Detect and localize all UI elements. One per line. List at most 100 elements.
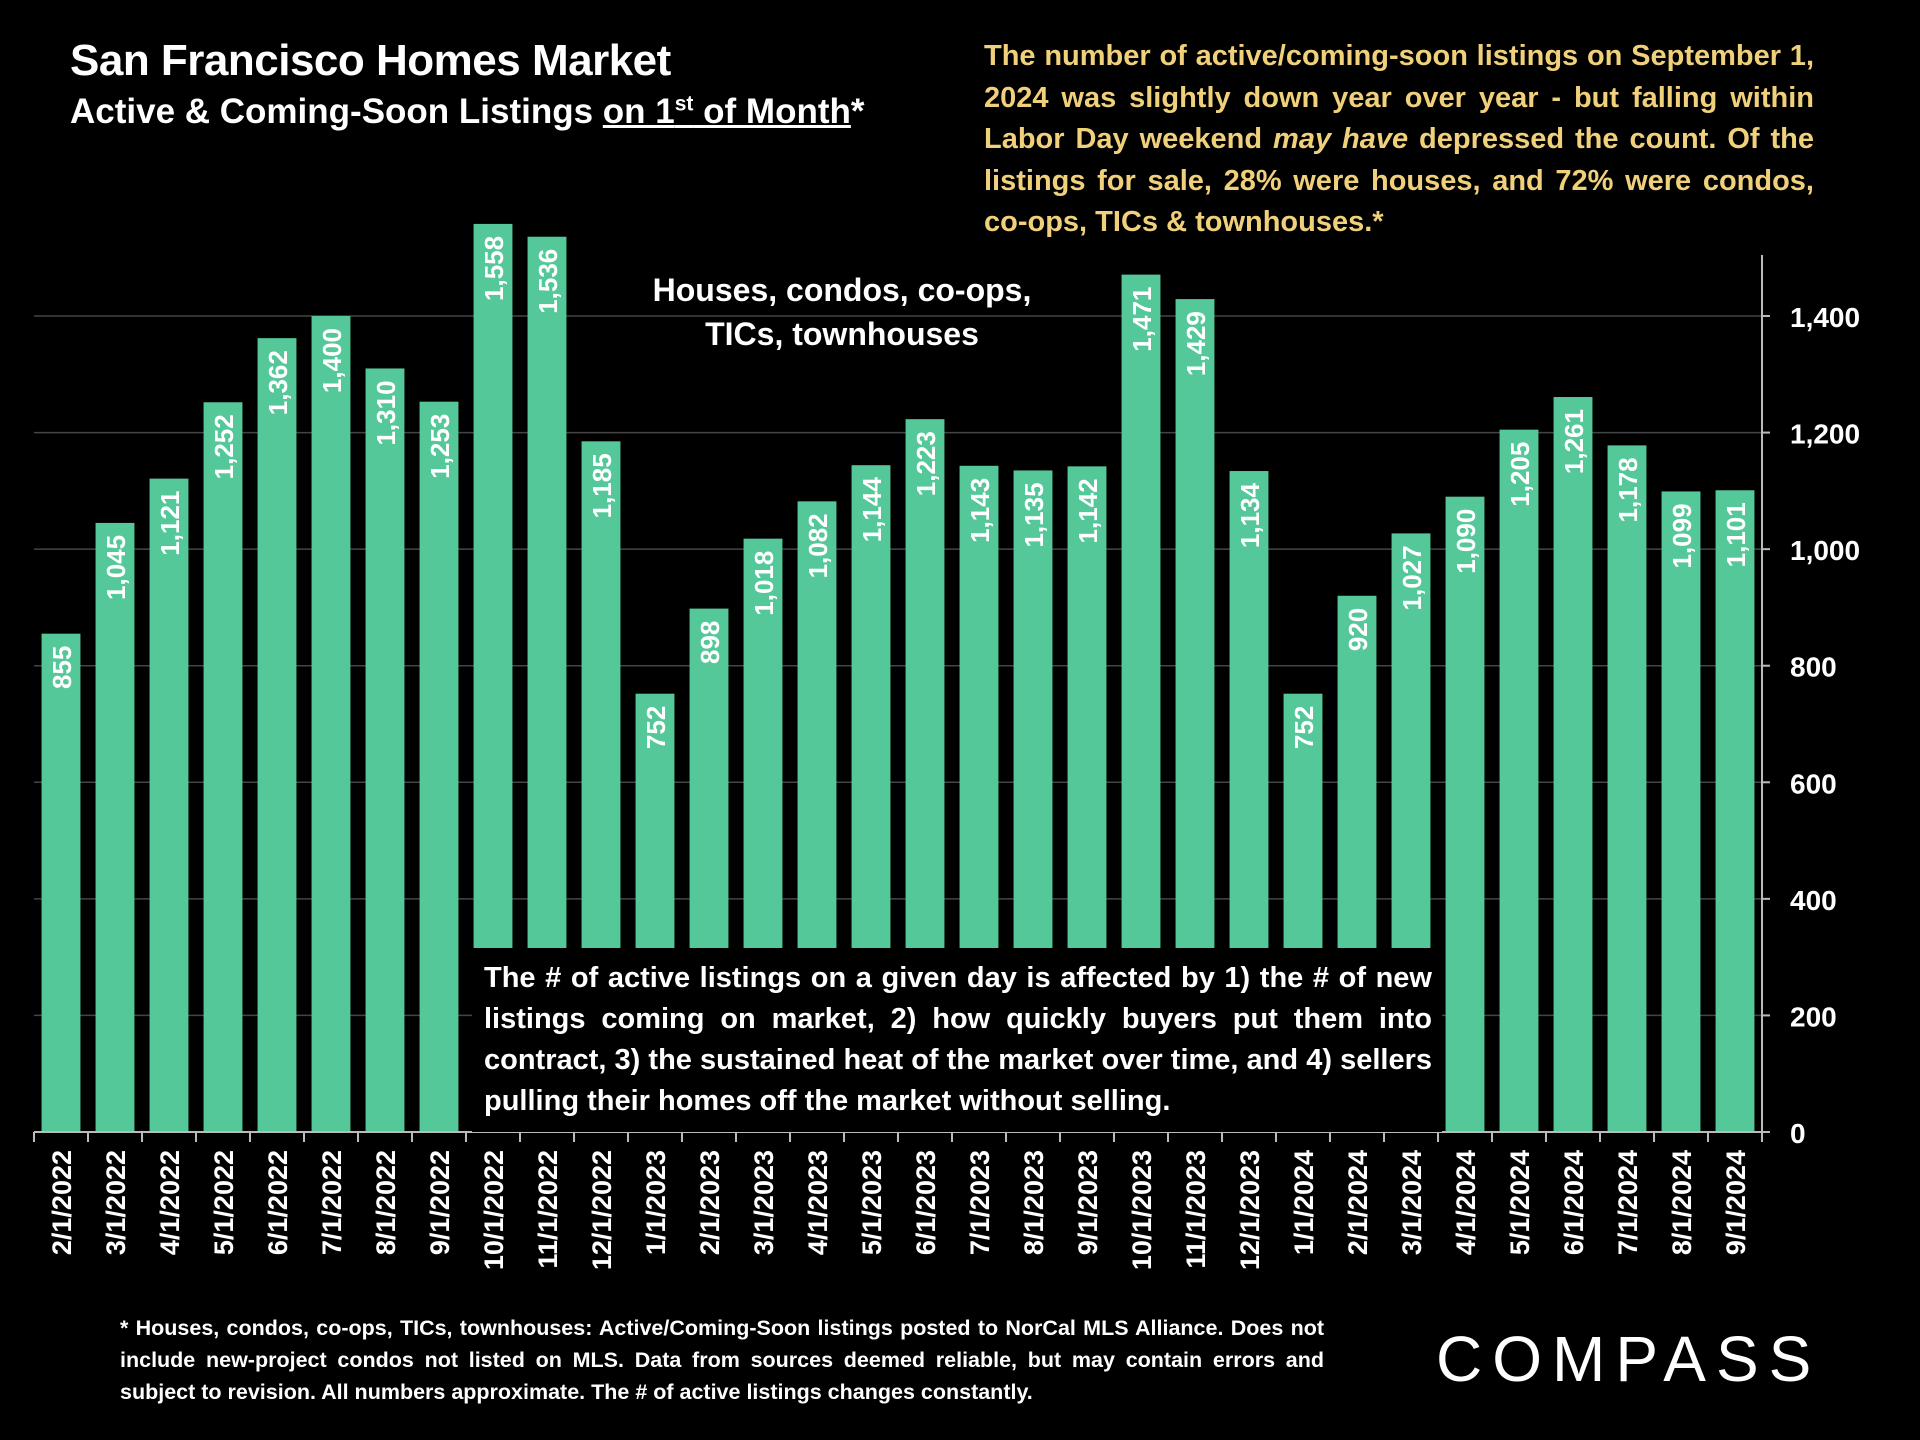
bar bbox=[95, 522, 135, 1132]
bar bbox=[1499, 429, 1539, 1133]
x-tick-label: 7/1/2023 bbox=[965, 1150, 995, 1255]
bar-value-label: 1,090 bbox=[1451, 509, 1481, 574]
subtitle-suffix: * bbox=[850, 92, 865, 131]
bar bbox=[419, 401, 459, 1132]
note-emphasis: may have bbox=[1273, 123, 1409, 155]
x-tick-label: 10/1/2023 bbox=[1127, 1150, 1157, 1270]
bar-value-label: 1,252 bbox=[209, 414, 239, 479]
bar-value-label: 1,027 bbox=[1397, 545, 1427, 610]
bar-value-label: 1,223 bbox=[911, 431, 941, 496]
x-tick-label: 9/1/2024 bbox=[1721, 1150, 1751, 1255]
bar-value-label: 1,261 bbox=[1559, 409, 1589, 474]
subtitle-sup: st bbox=[674, 92, 694, 116]
bar bbox=[41, 633, 81, 1132]
bar-value-label: 1,101 bbox=[1721, 502, 1751, 567]
x-tick-label: 5/1/2024 bbox=[1505, 1150, 1535, 1255]
explanation-box: The # of active listings on a given day … bbox=[472, 948, 1442, 1132]
x-tick-label: 8/1/2023 bbox=[1019, 1150, 1049, 1255]
bar-value-label: 855 bbox=[47, 646, 77, 689]
bar bbox=[1607, 445, 1647, 1132]
x-tick-label: 2/1/2023 bbox=[695, 1150, 725, 1255]
y-tick-label: 1,000 bbox=[1790, 535, 1860, 566]
x-tick-label: 3/1/2022 bbox=[101, 1150, 131, 1255]
bar bbox=[1661, 491, 1701, 1132]
x-tick-label: 9/1/2022 bbox=[425, 1150, 455, 1255]
y-tick-label: 600 bbox=[1790, 768, 1837, 799]
annotation-note: The number of active/coming-soon listing… bbox=[984, 36, 1814, 244]
x-tick-label: 5/1/2023 bbox=[857, 1150, 887, 1255]
y-tick-label: 800 bbox=[1790, 652, 1837, 683]
x-tick-label: 7/1/2022 bbox=[317, 1150, 347, 1255]
bar-value-label: 1,558 bbox=[479, 236, 509, 301]
x-tick-label: 3/1/2023 bbox=[749, 1150, 779, 1255]
x-tick-label: 9/1/2023 bbox=[1073, 1150, 1103, 1255]
x-tick-label: 8/1/2022 bbox=[371, 1150, 401, 1255]
x-tick-label: 12/1/2023 bbox=[1235, 1150, 1265, 1270]
bar-value-label: 1,018 bbox=[749, 551, 779, 616]
y-tick-label: 1,200 bbox=[1790, 419, 1860, 450]
bar bbox=[1715, 490, 1755, 1132]
bar-value-label: 1,205 bbox=[1505, 442, 1535, 507]
x-tick-label: 6/1/2023 bbox=[911, 1150, 941, 1255]
x-tick-label: 1/1/2024 bbox=[1289, 1150, 1319, 1255]
footnote: * Houses, condos, co-ops, TICs, townhous… bbox=[120, 1316, 1324, 1404]
series-label: Houses, condos, co-ops, TICs, townhouses bbox=[652, 272, 1032, 352]
y-tick-label: 200 bbox=[1790, 1001, 1837, 1032]
bar bbox=[311, 316, 351, 1132]
bar-value-label: 1,310 bbox=[371, 380, 401, 445]
x-tick-label: 6/1/2024 bbox=[1559, 1150, 1589, 1255]
bar-value-label: 1,135 bbox=[1019, 482, 1049, 547]
bar bbox=[1553, 397, 1593, 1132]
bar-value-label: 1,134 bbox=[1235, 483, 1265, 549]
bar-value-label: 898 bbox=[695, 621, 725, 664]
bar-value-label: 1,178 bbox=[1613, 457, 1643, 522]
x-tick-label: 2/1/2022 bbox=[47, 1150, 77, 1255]
bar bbox=[257, 338, 297, 1132]
chart-title: San Francisco Homes Market bbox=[70, 36, 671, 85]
bar bbox=[149, 478, 189, 1132]
x-tick-label: 3/1/2024 bbox=[1397, 1150, 1427, 1255]
bar-value-label: 1,400 bbox=[317, 328, 347, 393]
subtitle-underlined-post: of Month bbox=[693, 92, 851, 131]
x-tick-label: 8/1/2024 bbox=[1667, 1150, 1697, 1255]
subtitle-prefix: Active & Coming-Soon Listings bbox=[70, 92, 603, 131]
bar-value-label: 1,121 bbox=[155, 491, 185, 556]
x-tick-label: 7/1/2024 bbox=[1613, 1150, 1643, 1255]
x-tick-label: 5/1/2022 bbox=[209, 1150, 239, 1255]
x-tick-label: 12/1/2022 bbox=[587, 1150, 617, 1270]
bar-value-label: 1,142 bbox=[1073, 478, 1103, 543]
bar-value-label: 1,185 bbox=[587, 453, 617, 518]
subtitle-underlined: on 1st of Month bbox=[603, 92, 851, 131]
bar-value-label: 920 bbox=[1343, 608, 1373, 651]
chart-subtitle: Active & Coming-Soon Listings on 1st of … bbox=[70, 92, 865, 132]
bar-value-label: 1,536 bbox=[533, 249, 563, 314]
bar-value-label: 752 bbox=[641, 706, 671, 749]
y-tick-label: 400 bbox=[1790, 885, 1837, 916]
bar bbox=[1445, 496, 1485, 1133]
x-tick-label: 4/1/2023 bbox=[803, 1150, 833, 1255]
compass-logo: COMPASS bbox=[1436, 1323, 1822, 1395]
bar-value-label: 1,144 bbox=[857, 477, 887, 543]
bar-value-label: 1,099 bbox=[1667, 503, 1697, 568]
bar-value-label: 1,143 bbox=[965, 478, 995, 543]
bar-value-label: 1,253 bbox=[425, 414, 455, 479]
bar-value-label: 1,429 bbox=[1181, 311, 1211, 376]
note-part1: The number of active/coming-soon listing… bbox=[984, 40, 1814, 155]
subtitle-underlined-pre: on 1 bbox=[602, 92, 675, 131]
bar-value-label: 1,362 bbox=[263, 350, 293, 415]
bar-value-label: 752 bbox=[1289, 706, 1319, 749]
bar-value-label: 1,471 bbox=[1127, 287, 1157, 352]
x-tick-label: 1/1/2023 bbox=[641, 1150, 671, 1255]
x-tick-label: 6/1/2022 bbox=[263, 1150, 293, 1255]
x-tick-label: 4/1/2024 bbox=[1451, 1150, 1481, 1255]
x-tick-label: 10/1/2022 bbox=[479, 1150, 509, 1270]
bar bbox=[203, 402, 243, 1133]
y-tick-label: 0 bbox=[1790, 1118, 1806, 1149]
x-tick-label: 2/1/2024 bbox=[1343, 1150, 1373, 1255]
bar bbox=[365, 368, 405, 1132]
note-part2: depressed the count. Of the listings for… bbox=[984, 123, 1814, 238]
x-tick-label: 11/1/2023 bbox=[1181, 1150, 1211, 1269]
bar-value-label: 1,082 bbox=[803, 513, 833, 578]
y-tick-label: 1,400 bbox=[1790, 302, 1860, 333]
x-tick-label: 11/1/2022 bbox=[533, 1150, 563, 1269]
